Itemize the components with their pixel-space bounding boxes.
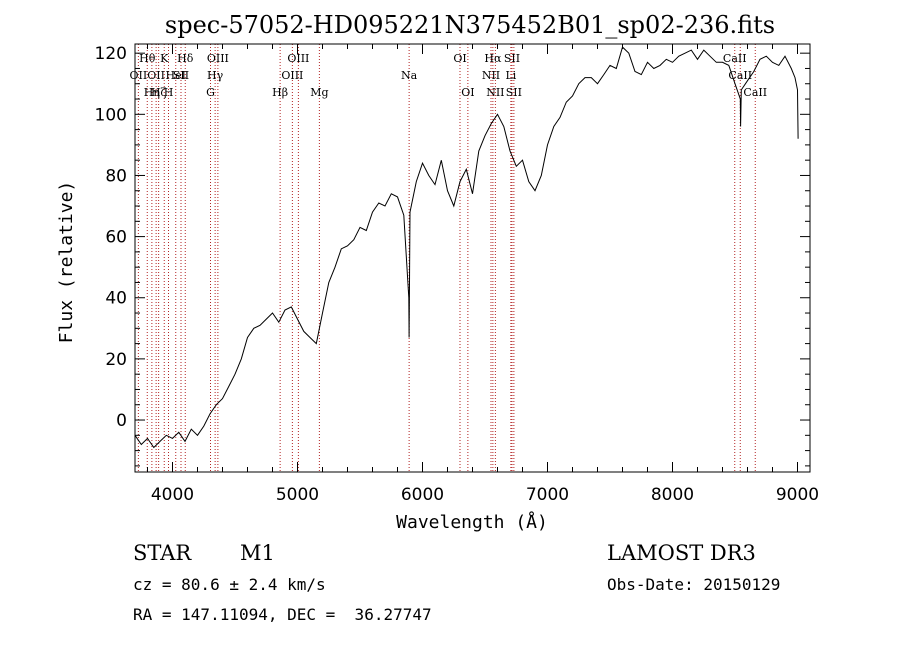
plot-frame bbox=[134, 43, 811, 473]
spectrum-series-line bbox=[134, 46, 799, 449]
y-tick-label: 120 bbox=[95, 44, 127, 64]
y-tick-label: 0 bbox=[116, 411, 127, 431]
y-tick-label: 40 bbox=[105, 289, 127, 309]
spectral-line-markers bbox=[137, 44, 756, 472]
line-label: CaII bbox=[723, 52, 747, 65]
line-label: Hδ bbox=[177, 52, 194, 65]
line-label: HeI bbox=[166, 69, 186, 82]
line-label: CaII bbox=[743, 86, 767, 99]
y-tick-label: 20 bbox=[105, 350, 127, 370]
line-label: Hβ bbox=[272, 86, 288, 99]
x-tick-label: 5000 bbox=[276, 485, 319, 505]
redshift-cz: cz = 80.6 ± 2.4 km/s bbox=[133, 575, 326, 594]
x-tick-label: 6000 bbox=[401, 485, 444, 505]
line-label: OI bbox=[461, 86, 474, 99]
line-label: NII bbox=[486, 86, 504, 99]
y-tick-label: 80 bbox=[105, 166, 127, 186]
line-label: OIII bbox=[287, 52, 309, 65]
x-tick-label: 9000 bbox=[776, 485, 819, 505]
line-label: NII bbox=[482, 69, 500, 82]
x-tick-label: 7000 bbox=[526, 485, 569, 505]
x-tick-label: 4000 bbox=[151, 485, 194, 505]
line-label: OIII bbox=[207, 52, 229, 65]
line-label: SII bbox=[506, 86, 522, 99]
coordinates: RA = 147.11094, DEC = 36.27747 bbox=[133, 605, 432, 624]
line-label: Mg bbox=[310, 86, 328, 99]
x-axis-ticks: 4000 5000 6000 7000 8000 9000 bbox=[147, 44, 819, 505]
line-label: Li bbox=[505, 69, 516, 82]
line-label: G bbox=[206, 86, 215, 99]
line-label: Hθ bbox=[139, 52, 156, 65]
line-label: K bbox=[160, 52, 169, 65]
line-label: OI bbox=[453, 52, 466, 65]
survey-name: LAMOST DR3 bbox=[607, 541, 756, 565]
observation-date: Obs-Date: 20150129 bbox=[607, 575, 780, 594]
line-label: Na bbox=[401, 69, 418, 82]
line-label: SII bbox=[504, 52, 520, 65]
y-axis-label: Flux (relative) bbox=[56, 181, 77, 344]
line-label: Hη bbox=[144, 86, 160, 99]
y-tick-label: 100 bbox=[95, 105, 127, 125]
y-axis-ticks: 0 20 40 60 80 100 120 bbox=[95, 44, 810, 467]
line-label: Hγ bbox=[207, 69, 224, 82]
x-axis-label: Wavelength (Å) bbox=[396, 511, 548, 533]
y-tick-label: 60 bbox=[105, 228, 127, 248]
line-label: OII bbox=[147, 69, 165, 82]
line-label: OII bbox=[130, 69, 148, 82]
line-label: Hα bbox=[484, 52, 502, 65]
spectral-line-labels: OIIHθHηOIIHζKHHeISIIHδGHγOIIIHβOIIIOIIIM… bbox=[130, 52, 768, 99]
object-subclass: M1 bbox=[240, 541, 275, 565]
line-label: Hζ bbox=[151, 86, 167, 99]
chart-title: spec-57052-HD095221N375452B01_sp02-236.f… bbox=[165, 11, 775, 39]
line-label: SII bbox=[173, 69, 189, 82]
line-label: H bbox=[164, 86, 174, 99]
line-label: OIII bbox=[281, 69, 303, 82]
x-tick-label: 8000 bbox=[651, 485, 694, 505]
line-label: CaII bbox=[728, 69, 752, 82]
object-class: STAR bbox=[133, 541, 192, 565]
